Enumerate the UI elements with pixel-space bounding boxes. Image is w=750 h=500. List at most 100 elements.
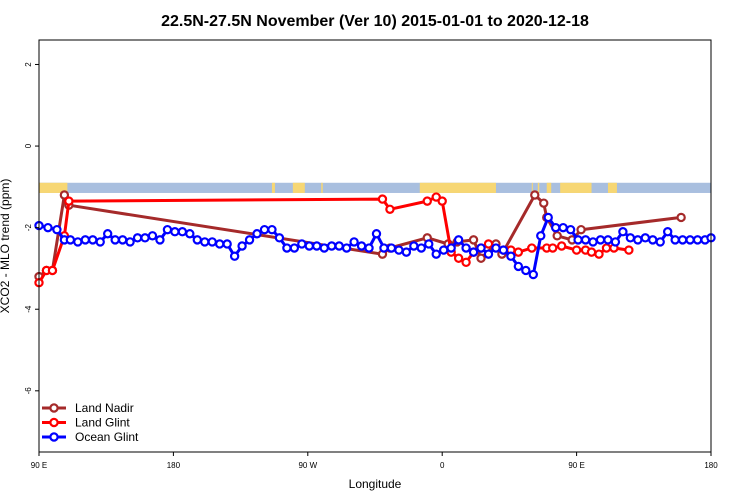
data-point xyxy=(364,243,374,253)
data-point xyxy=(424,239,434,249)
data-point xyxy=(43,222,53,233)
legend-marker xyxy=(49,403,59,413)
legend-label: Land Glint xyxy=(75,416,130,430)
data-point xyxy=(625,233,636,243)
data-point xyxy=(385,204,395,214)
data-point xyxy=(528,269,538,280)
land-band xyxy=(321,182,323,193)
land-band xyxy=(271,182,275,193)
data-point xyxy=(536,231,546,241)
data-point xyxy=(453,235,464,245)
data-point xyxy=(571,245,582,255)
data-point xyxy=(618,227,628,237)
data-point xyxy=(422,196,432,206)
data-point xyxy=(401,247,412,257)
data-point xyxy=(95,237,105,247)
data-point xyxy=(237,241,247,251)
data-point xyxy=(244,235,255,245)
data-point xyxy=(662,227,673,237)
data-point xyxy=(132,233,143,243)
data-point xyxy=(498,245,509,255)
data-point xyxy=(670,235,680,245)
data-point xyxy=(543,212,553,223)
land-band xyxy=(546,182,552,193)
data-point xyxy=(304,241,314,251)
data-point xyxy=(453,253,464,263)
data-point xyxy=(192,235,202,245)
data-point xyxy=(297,239,307,249)
data-point xyxy=(110,235,120,245)
data-point xyxy=(319,243,329,253)
data-point xyxy=(573,235,583,245)
y-tick-label: -2 xyxy=(24,224,33,232)
data-point xyxy=(162,224,173,235)
data-point xyxy=(274,233,285,243)
series-layer xyxy=(34,190,716,288)
data-point xyxy=(252,229,262,239)
data-point xyxy=(431,249,441,259)
data-point xyxy=(506,251,516,261)
data-point xyxy=(527,243,537,253)
data-point xyxy=(576,224,586,235)
data-point xyxy=(229,251,240,261)
data-point xyxy=(483,249,494,259)
data-point xyxy=(483,239,494,249)
data-point xyxy=(125,237,135,247)
data-point xyxy=(640,233,650,243)
data-point xyxy=(349,237,359,247)
data-point xyxy=(513,247,524,257)
data-point xyxy=(633,235,643,245)
data-point xyxy=(530,190,540,200)
land-band xyxy=(39,182,68,193)
data-point xyxy=(548,243,558,253)
data-point xyxy=(326,241,337,251)
data-point xyxy=(185,229,195,239)
land-band xyxy=(419,182,496,193)
legend-item: Ocean Glint xyxy=(42,430,139,444)
land-band xyxy=(292,182,305,193)
land-band xyxy=(537,182,540,193)
data-point xyxy=(692,235,703,245)
data-point xyxy=(80,235,90,245)
data-point xyxy=(565,224,576,235)
x-tick-label: 180 xyxy=(167,461,181,470)
land-ocean-strip xyxy=(39,182,711,193)
data-point xyxy=(59,190,70,200)
x-tick-label: 90 E xyxy=(31,461,47,470)
data-point xyxy=(461,243,471,253)
ocean-band xyxy=(39,182,711,193)
data-point xyxy=(177,227,188,237)
data-point xyxy=(52,224,62,235)
x-tick-label: 0 xyxy=(440,461,445,470)
land-band xyxy=(560,182,592,193)
data-point xyxy=(140,233,150,243)
plot-frame xyxy=(38,39,712,453)
data-point xyxy=(586,247,597,257)
data-point xyxy=(214,239,225,249)
data-point xyxy=(655,237,665,247)
data-point xyxy=(468,247,479,257)
data-point xyxy=(513,261,524,272)
data-point xyxy=(341,243,352,253)
data-point xyxy=(147,231,158,241)
y-tick-label: -4 xyxy=(24,305,33,313)
data-point xyxy=(371,229,382,239)
legend-marker xyxy=(49,432,59,442)
data-point xyxy=(491,243,501,253)
chart-title: 22.5N-27.5N November (Ver 10) 2015-01-01… xyxy=(161,13,589,30)
x-tick-label: 180 xyxy=(704,461,718,470)
data-point xyxy=(476,243,486,253)
data-point xyxy=(685,235,695,245)
data-point xyxy=(379,243,389,253)
data-point xyxy=(289,243,300,253)
data-point xyxy=(437,196,447,206)
land-band xyxy=(607,182,617,193)
legend-label: Land Nadir xyxy=(75,401,134,415)
legend-item: Land Glint xyxy=(42,416,130,430)
data-point xyxy=(648,235,658,245)
data-point xyxy=(580,235,591,245)
data-point xyxy=(117,235,128,245)
data-point xyxy=(610,237,621,247)
data-point xyxy=(222,239,232,249)
